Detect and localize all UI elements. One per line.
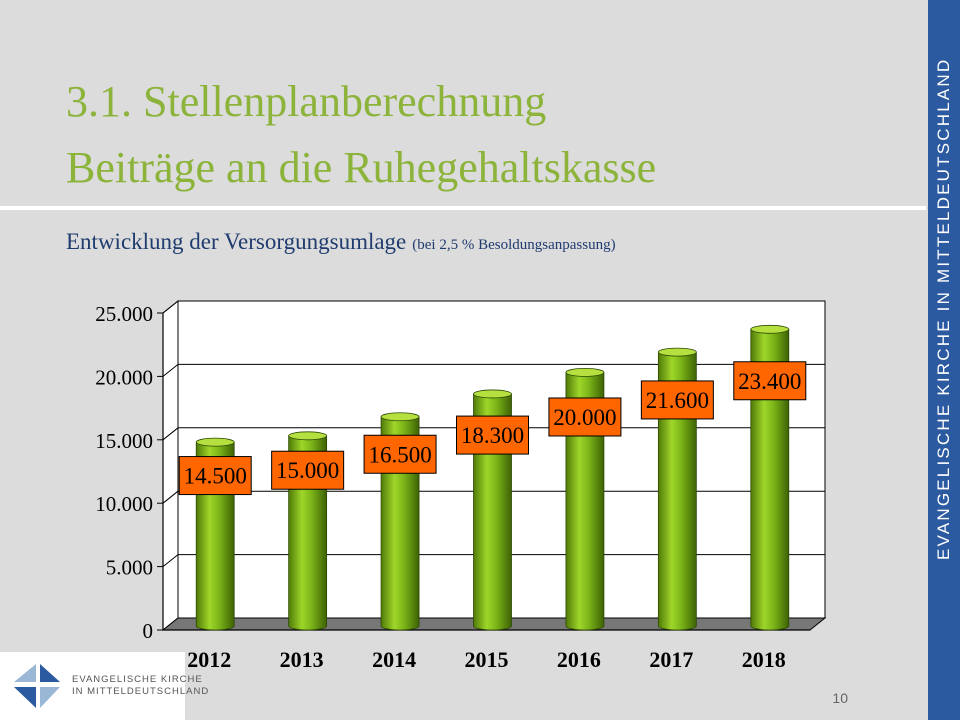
side-bar <box>928 0 960 720</box>
plot-side-wall <box>162 299 179 632</box>
bar-top-2012 <box>195 437 235 447</box>
bar-top-2014 <box>380 412 420 422</box>
x-tick-label-2014: 2014 <box>372 647 416 672</box>
data-label-box-2018 <box>733 361 807 401</box>
data-label-2015: 18.300 <box>461 423 524 448</box>
x-tick-label-2015: 2015 <box>465 647 509 672</box>
data-label-2014: 16.500 <box>368 442 431 467</box>
gridline-side <box>162 300 179 314</box>
data-label-2018: 23.400 <box>738 369 801 394</box>
logo-line-2: IN MITTELDEUTSCHLAND <box>72 686 210 697</box>
x-tick-label-2017: 2017 <box>649 647 693 672</box>
data-label-box-2012 <box>178 456 252 496</box>
x-tick-label-2013: 2013 <box>280 647 324 672</box>
data-label-box-2015 <box>456 415 529 455</box>
data-label-2013: 15.000 <box>276 458 339 483</box>
logo-line-1: EVANGELISCHE KIRCHE <box>72 674 203 685</box>
data-label-2017: 21.600 <box>646 388 709 413</box>
y-tick-label: 10.000 <box>95 492 153 516</box>
data-label-2016: 20.000 <box>553 405 616 430</box>
y-tick-label: 20.000 <box>95 365 153 389</box>
slide-title-line-2: Beiträge an die Ruhegehaltskasse <box>66 143 657 192</box>
y-tick-label: 25.000 <box>95 302 153 326</box>
bar-2018 <box>750 328 790 631</box>
cross-logo-icon <box>14 664 60 708</box>
bar-top-2016 <box>565 367 605 377</box>
bar-top-2013 <box>288 431 328 441</box>
bar-2016 <box>565 372 605 631</box>
gridline-side <box>162 427 179 441</box>
subtitle-note: (bei 2,5 % Besoldungsanpassung) <box>412 237 616 253</box>
subtitle-main: Entwicklung der Versorgungsumlage <box>66 229 407 254</box>
data-label-box-2016 <box>548 397 622 437</box>
data-label-2012: 14.500 <box>184 464 247 489</box>
y-tick-label: 15.000 <box>95 429 153 453</box>
x-tick-label-2012: 2012 <box>187 647 231 672</box>
title-divider <box>0 206 926 210</box>
chart-subtitle: Entwicklung der Versorgungsumlage (bei 2,… <box>66 229 616 255</box>
y-tick-label: 5.000 <box>106 556 153 580</box>
slide-title-line-1: 3.1. Stellenplanberechnung <box>66 77 547 126</box>
page-number: 10 <box>832 690 848 706</box>
gridline-side <box>162 490 179 504</box>
data-label-box-2014 <box>363 434 437 474</box>
x-tick-label-2018: 2018 <box>742 647 786 672</box>
logo-text: EVANGELISCHE KIRCHE IN MITTELDEUTSCHLAND <box>72 674 209 698</box>
logo: EVANGELISCHE KIRCHE IN MITTELDEUTSCHLAND <box>0 652 208 720</box>
data-label-box-2013 <box>271 450 345 490</box>
gridline-side <box>162 554 179 567</box>
gridline-side <box>162 364 179 377</box>
x-tick-label-2016: 2016 <box>557 647 601 672</box>
side-bar-text: EVANGELISCHE KIRCHE IN MITTELDEUTSCHLAND <box>934 57 953 560</box>
bar-top-2015 <box>473 389 512 399</box>
y-tick-label: 0 <box>143 619 154 643</box>
bar-2017 <box>657 351 697 631</box>
bar-top-2017 <box>657 347 697 357</box>
bar-top-2018 <box>750 324 790 334</box>
data-label-box-2017 <box>640 380 714 420</box>
